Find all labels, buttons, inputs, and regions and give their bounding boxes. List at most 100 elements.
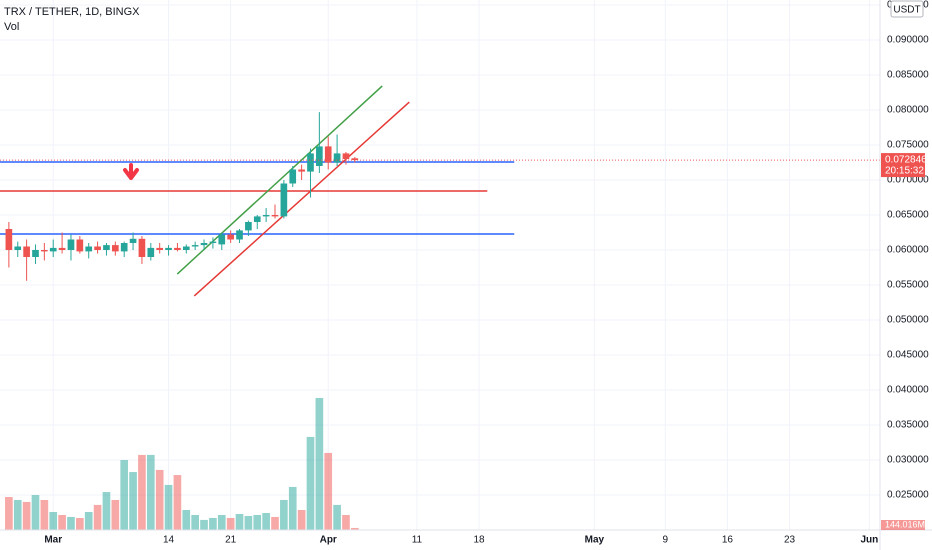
candle-body <box>165 247 172 251</box>
volume-bar <box>173 475 182 530</box>
candle-body <box>41 250 48 252</box>
x-tick-label: Jun <box>860 535 878 546</box>
candle-body <box>307 153 314 172</box>
volume-bar <box>146 454 155 530</box>
candle-body <box>298 169 305 172</box>
candle-body <box>94 246 101 251</box>
candle-body <box>351 158 359 161</box>
grid <box>0 0 880 530</box>
candle-body <box>138 238 146 258</box>
y-tick-label: 0.040000 <box>887 385 929 396</box>
volume-bar <box>280 499 288 530</box>
y-tick-label: 0.085000 <box>887 70 929 81</box>
volume-bar <box>200 519 208 530</box>
y-tick-label: 0.065000 <box>887 210 929 221</box>
volume-bar <box>40 499 49 530</box>
volume-bar <box>253 514 262 530</box>
volume-bar <box>226 517 235 530</box>
candle-body <box>111 245 119 252</box>
volume-bar <box>191 514 199 530</box>
x-tick-label: Mar <box>44 535 62 546</box>
volume-bar <box>209 517 217 530</box>
volume-bar <box>49 512 58 530</box>
volume-panel <box>5 397 359 530</box>
candle-body <box>245 222 252 231</box>
volume-bar <box>244 515 253 530</box>
volume-bar <box>306 436 315 530</box>
candle-body <box>120 243 128 252</box>
candle-body <box>58 247 66 251</box>
y-tick-label: 0.035000 <box>887 420 929 431</box>
y-tick-label: 0.075000 <box>887 140 929 151</box>
volume-bar <box>84 512 93 530</box>
candle-body <box>342 153 350 160</box>
x-tick-label: Apr <box>320 535 337 546</box>
x-tick-label: 11 <box>412 535 423 546</box>
candle-body <box>227 234 234 240</box>
candle-body <box>147 247 155 258</box>
volume-bar <box>67 516 75 530</box>
candle-body <box>289 169 297 184</box>
candle-body <box>103 245 110 251</box>
candle-body <box>76 239 84 252</box>
volume-bar <box>129 472 137 530</box>
volume-bar <box>182 510 191 530</box>
volume-bar <box>5 496 13 530</box>
arrow-down <box>123 163 139 180</box>
volume-bar <box>271 516 279 530</box>
volume-bar <box>217 514 226 530</box>
last-volume-label: 144.016M <box>885 519 925 529</box>
candle-body <box>182 246 190 251</box>
volume-bar <box>324 452 333 530</box>
volume-bar <box>351 527 359 530</box>
volume-bar <box>76 517 84 530</box>
candles <box>0 112 880 281</box>
x-tick-label: 21 <box>225 535 237 546</box>
candle-body <box>67 239 75 251</box>
volume-bar <box>120 460 129 530</box>
candle-body <box>280 183 288 217</box>
y-tick-label: 0.025000 <box>887 490 929 501</box>
y-tick-label: 0.050000 <box>887 315 929 326</box>
y-tick-label: 0.080000 <box>887 105 929 116</box>
axes: 0.0950000.0900000.0850000.0800000.075000… <box>44 0 929 546</box>
countdown-label: 20:15:32 <box>885 166 924 177</box>
x-tick-label: 9 <box>663 535 669 546</box>
candle-body <box>324 146 332 163</box>
candle-body <box>316 146 323 167</box>
candle-body <box>23 246 30 258</box>
candle-body <box>200 243 208 246</box>
last-price-label: 0.072846 <box>885 155 927 166</box>
x-tick-label: 16 <box>722 535 734 546</box>
currency[interactable]: USDT <box>893 5 920 16</box>
y-tick-label: 0.045000 <box>887 350 929 361</box>
last-price-box <box>881 153 925 178</box>
volume-bar <box>297 510 306 530</box>
trend-line <box>193 101 410 297</box>
volume-bar <box>262 513 270 530</box>
candle-body <box>174 247 181 251</box>
volume-bar <box>13 499 22 530</box>
candle-body <box>209 241 217 244</box>
chart-title: TRX / TETHER, 1D, BINGX <box>4 6 140 18</box>
candle-body <box>32 250 39 258</box>
candle-body <box>333 153 341 163</box>
y-tick-label: 0.090000 <box>887 35 929 46</box>
y-tick-label: 0.030000 <box>887 455 929 466</box>
candle-body <box>271 215 279 217</box>
currency-box[interactable] <box>890 0 924 18</box>
volume-bar <box>111 499 120 530</box>
candle-body <box>156 247 164 251</box>
last-volume-box <box>881 520 925 530</box>
y-tick-label: 0.070000 <box>887 175 929 186</box>
candle-body <box>129 238 137 244</box>
volume-bar <box>138 454 146 530</box>
candle-body <box>236 230 243 240</box>
x-tick-label: 23 <box>784 535 796 546</box>
volume-bar <box>93 504 102 530</box>
volume-bar <box>164 484 173 530</box>
candle-body <box>5 229 13 251</box>
candle-body <box>218 234 226 245</box>
